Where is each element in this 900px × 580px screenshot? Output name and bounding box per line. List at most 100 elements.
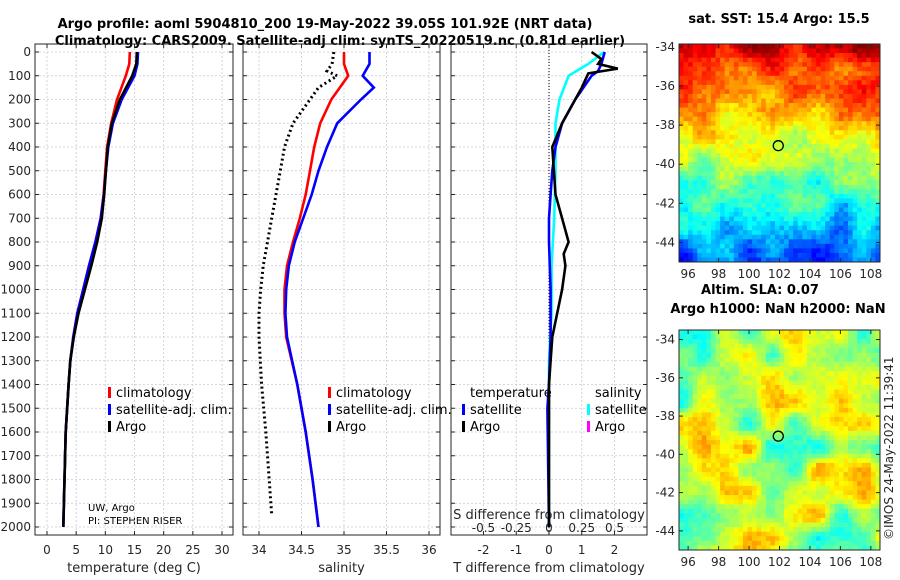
map-cell xyxy=(811,517,817,523)
map-cell xyxy=(820,417,826,423)
map-cell xyxy=(811,44,817,49)
map-cell xyxy=(747,216,753,222)
map-cell xyxy=(848,71,853,77)
map-cell xyxy=(692,517,698,523)
map-cell xyxy=(816,243,822,249)
map-cell xyxy=(774,371,780,377)
map-cell xyxy=(811,421,817,427)
map-cell xyxy=(829,430,835,436)
map-cell xyxy=(688,189,694,195)
map-cell xyxy=(679,116,684,122)
map-cell xyxy=(692,162,698,168)
map-cell xyxy=(752,171,758,177)
map-cell xyxy=(701,444,707,450)
map-cell xyxy=(679,508,684,514)
map-cell xyxy=(838,153,844,158)
map-cell xyxy=(729,458,735,464)
map-cell xyxy=(861,57,867,63)
map-cell xyxy=(838,504,844,510)
map-cell xyxy=(692,66,698,72)
map-cell xyxy=(720,121,726,127)
map-cell xyxy=(720,189,726,195)
map-cell xyxy=(788,139,794,145)
map-cell xyxy=(852,125,858,131)
map-cell xyxy=(779,472,785,478)
map-cell xyxy=(761,339,767,345)
map-cell xyxy=(765,162,771,168)
map-cell xyxy=(875,189,881,195)
map-cell xyxy=(724,485,730,491)
map-cell xyxy=(724,125,730,131)
map-cell xyxy=(742,430,748,436)
map-cell xyxy=(752,389,758,395)
map-cell xyxy=(738,513,744,519)
map-cell xyxy=(797,403,803,409)
map-cell xyxy=(733,257,739,263)
map-cell xyxy=(715,481,721,487)
map-cell xyxy=(724,495,730,500)
map-cell xyxy=(784,184,790,190)
map-cell xyxy=(756,435,762,441)
map-cell xyxy=(747,230,753,236)
map-cell xyxy=(742,121,748,127)
map-cell xyxy=(774,385,780,390)
map-cell xyxy=(756,412,762,418)
map-cell xyxy=(875,121,881,127)
map-cell xyxy=(724,103,730,108)
map-cell xyxy=(811,362,817,368)
map-cell xyxy=(811,366,817,372)
map-cell xyxy=(875,403,881,409)
map-cell xyxy=(788,453,794,459)
map-cell xyxy=(733,453,739,459)
map-cell xyxy=(733,57,739,63)
map-cell xyxy=(697,93,703,99)
map-cell xyxy=(788,362,794,368)
map-cell xyxy=(852,239,858,245)
map-cell xyxy=(747,462,753,468)
map-cell xyxy=(765,490,771,496)
map-cell xyxy=(834,389,840,395)
map-cell xyxy=(829,71,835,77)
map-cell xyxy=(852,444,858,450)
map-cell xyxy=(710,130,716,136)
map-cell xyxy=(866,485,872,491)
map-cell xyxy=(688,421,694,427)
map-cell xyxy=(697,481,703,487)
map-cell xyxy=(870,130,876,136)
map-cell xyxy=(688,66,694,72)
map-cell xyxy=(820,490,826,496)
map-cell xyxy=(838,184,844,190)
map-cell xyxy=(738,171,744,177)
map-cell xyxy=(784,239,790,245)
map-cell xyxy=(756,330,762,335)
map-cell xyxy=(820,239,826,245)
map-cell xyxy=(811,153,817,158)
map-cell xyxy=(848,495,853,500)
map-cell xyxy=(697,53,703,59)
map-cell xyxy=(715,490,721,496)
map-cell xyxy=(733,202,739,208)
map-cell xyxy=(788,499,794,505)
map-cell xyxy=(848,184,853,190)
map-cell xyxy=(806,184,812,190)
map-cell xyxy=(816,116,822,122)
map-cell xyxy=(774,71,780,77)
map-cell xyxy=(724,162,730,168)
map-cell xyxy=(770,243,776,249)
map-cell xyxy=(811,180,817,186)
x-axis-label: temperature (deg C) xyxy=(67,561,201,576)
map-cell xyxy=(738,134,744,140)
map-cell xyxy=(738,57,744,63)
map-cell xyxy=(875,444,881,450)
map-cell xyxy=(848,389,853,395)
map-cell xyxy=(697,216,703,222)
map-cell xyxy=(861,476,867,482)
map-cell xyxy=(784,153,790,158)
map-cell xyxy=(752,430,758,436)
map-cell xyxy=(774,357,780,363)
map-cell xyxy=(761,330,767,335)
map-cell xyxy=(866,184,872,190)
map-cell xyxy=(761,143,767,149)
map-cell xyxy=(752,417,758,423)
map-cell xyxy=(788,462,794,468)
